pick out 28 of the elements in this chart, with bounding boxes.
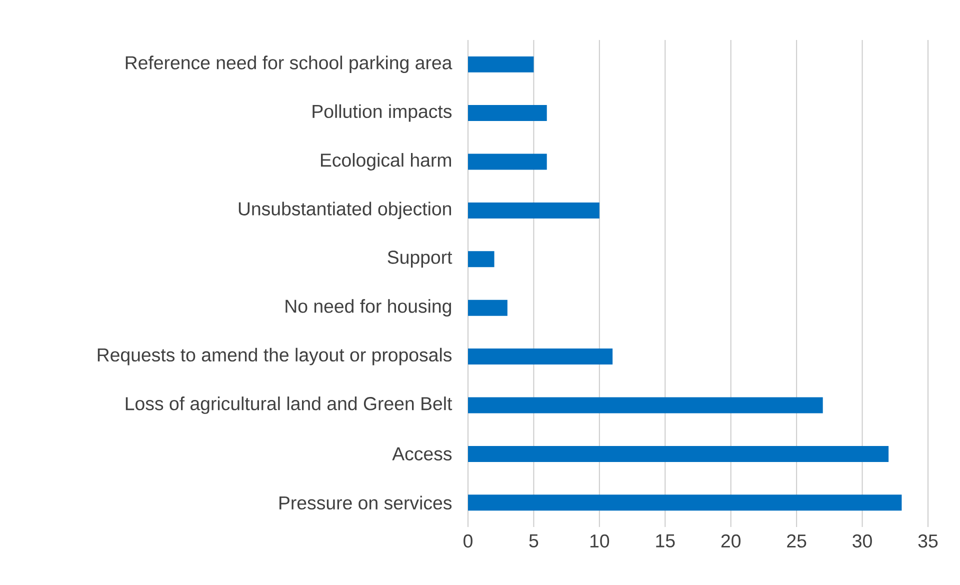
bar xyxy=(468,154,547,170)
x-tick-label: 35 xyxy=(918,534,938,548)
y-tick-label: Reference need for school parking area xyxy=(126,56,452,74)
y-tick-label: Pressure on services xyxy=(280,496,452,510)
bar xyxy=(468,397,823,414)
y-tick-label: Requests to amend the layout or proposals xyxy=(98,348,452,366)
y-tick-label: Ecological harm xyxy=(320,153,451,170)
y-tick-label: Support xyxy=(388,250,452,268)
y-tick-label: Access xyxy=(392,447,452,460)
bar xyxy=(468,348,613,365)
bar xyxy=(468,300,508,316)
y-tick-label: Loss of agricultural land and Green Belt xyxy=(126,396,452,414)
y-tick-label: No need for housing xyxy=(286,299,452,317)
x-tick-label: 25 xyxy=(787,534,806,548)
x-tick-label: 20 xyxy=(721,534,741,548)
x-tick-label: 5 xyxy=(529,534,538,548)
x-tick-label: 10 xyxy=(590,534,610,548)
bar xyxy=(468,56,534,72)
y-tick-label: Pollution impacts xyxy=(312,104,452,122)
bar xyxy=(468,494,902,511)
x-tick-label: 0 xyxy=(464,534,472,548)
bar xyxy=(468,105,547,122)
bar xyxy=(468,202,600,218)
x-tick-label: 15 xyxy=(656,534,675,548)
x-tick-label: 30 xyxy=(852,534,872,548)
bar xyxy=(468,251,494,268)
y-tick-label: Unsubstantiated objection xyxy=(238,202,452,220)
bar xyxy=(468,446,889,462)
